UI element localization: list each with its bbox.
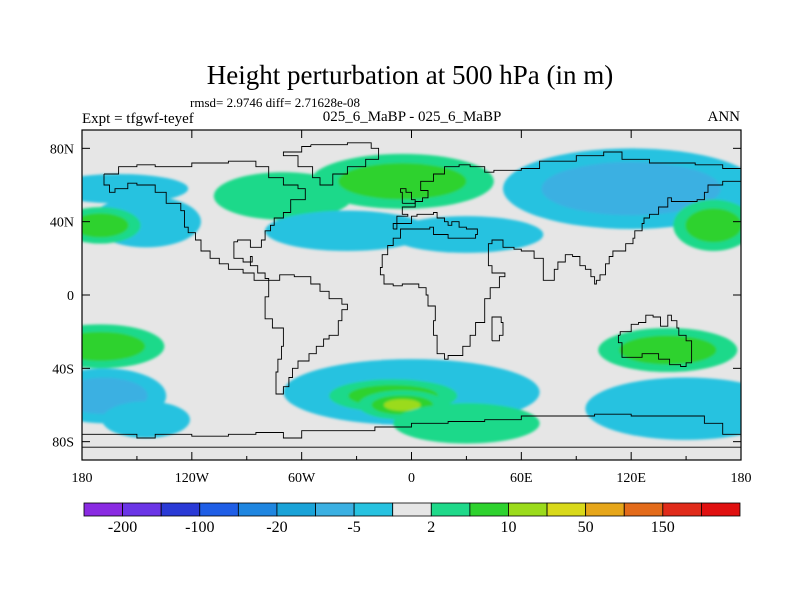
colorbar-swatch <box>83 502 123 517</box>
colorbar-swatch <box>701 502 741 517</box>
center-label: 025_6_MaBP - 025_6_MaBP <box>323 109 502 125</box>
colorbar-swatch <box>237 502 278 517</box>
colorbar-swatch <box>662 502 702 517</box>
coastline <box>617 314 693 367</box>
field-core <box>82 213 129 238</box>
field-core <box>541 162 721 216</box>
axis-ticks: 180 120W 60W 0 60E 120E 180 80N 40N 0 40S 80S <box>50 130 752 486</box>
colorbar-label: -100 <box>185 519 214 536</box>
colorbar-swatch <box>199 502 239 517</box>
colorbar-swatch <box>392 502 432 517</box>
coastline <box>282 142 380 186</box>
coastline <box>400 188 416 204</box>
y-tick-label: 0 <box>67 289 74 304</box>
colorbar: -200 -100 -20 -5 2 10 50 150 <box>83 502 741 536</box>
field-core <box>615 388 741 430</box>
colorbar-swatch <box>122 502 162 517</box>
x-tick-label: 180 <box>72 471 93 486</box>
field-core <box>685 208 741 243</box>
coastline <box>379 180 741 360</box>
colorbar-swatch <box>353 502 394 517</box>
y-tick-label: 80S <box>52 436 74 451</box>
y-tick-label: 40N <box>50 216 74 231</box>
x-tick-label: 120E <box>616 471 646 486</box>
colorbar-swatch <box>623 502 664 517</box>
field-region <box>82 174 189 204</box>
colorbar-swatch <box>430 502 471 517</box>
coastlines <box>82 142 741 448</box>
coastline <box>264 274 348 395</box>
field-region <box>389 216 544 253</box>
colorbar-swatch <box>469 502 509 517</box>
x-tick-label: 120W <box>175 471 210 486</box>
field-core <box>82 331 146 361</box>
colorbar-label: 10 <box>501 519 517 536</box>
field-region <box>102 401 191 438</box>
colorbar-swatch <box>276 502 316 517</box>
x-tick-label: 60E <box>510 471 533 486</box>
field-core <box>338 163 467 200</box>
y-tick-label: 40S <box>52 362 74 377</box>
colorbar-label: 2 <box>427 519 435 536</box>
field-region <box>265 210 430 251</box>
colorbar-label: -20 <box>266 519 287 536</box>
colorbar-label: 150 <box>651 519 675 536</box>
x-tick-label: 60W <box>288 471 316 486</box>
left-label: Expt = tfgwf-teyef <box>82 111 194 127</box>
colorbar-swatch <box>546 502 587 517</box>
field-peak <box>383 399 421 411</box>
field-core <box>619 335 717 365</box>
y-tick-label: 80N <box>50 142 74 157</box>
field-region <box>393 403 540 444</box>
colorbar-swatch <box>160 502 201 517</box>
chart-subtitle: rmsd= 2.9746 diff= 2.71628e-08 <box>190 95 360 110</box>
colorbar-label: -5 <box>347 519 360 536</box>
colorbar-label: -200 <box>108 519 137 536</box>
contour-fields <box>82 148 741 444</box>
colorbar-label: 50 <box>578 519 594 536</box>
x-tick-label: 0 <box>408 471 415 486</box>
coastline <box>103 160 306 281</box>
coastline <box>82 413 741 439</box>
coastline <box>491 316 504 342</box>
right-label: ANN <box>708 109 741 125</box>
chart-title: Height perturbation at 500 hPa (in m) <box>207 60 613 90</box>
colorbar-swatch <box>508 502 548 517</box>
colorbar-swatch <box>585 502 625 517</box>
x-tick-label: 180 <box>731 471 752 486</box>
colorbar-swatch <box>315 502 355 517</box>
